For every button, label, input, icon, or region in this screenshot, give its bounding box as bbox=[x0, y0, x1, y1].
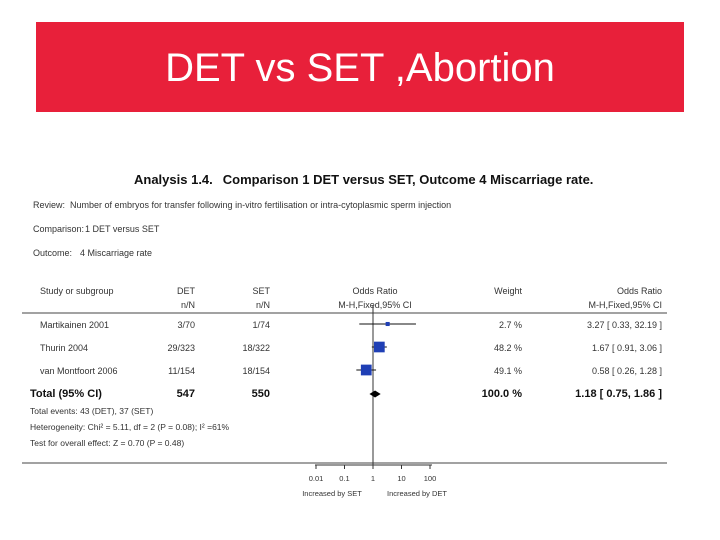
meta-outcome-value: 4 Miscarriage rate bbox=[80, 248, 153, 258]
total-name: Total (95% CI) bbox=[30, 388, 102, 400]
title-banner: DET vs SET ,Abortion bbox=[36, 22, 684, 112]
header-study: Study or subgroup bbox=[40, 286, 114, 296]
header-or-plot: Odds Ratio bbox=[352, 286, 398, 296]
header-det-sub: n/N bbox=[180, 300, 195, 310]
meta-review-key: Review: bbox=[33, 200, 66, 210]
analysis-number: Analysis 1.4. bbox=[134, 172, 213, 187]
meta-comparison-value: 1 DET versus SET bbox=[85, 224, 160, 234]
x-tick-label: 0.01 bbox=[309, 474, 324, 483]
meta-comparison-key: Comparison: bbox=[33, 224, 85, 234]
study-or: 3.27 [ 0.33, 32.19 ] bbox=[586, 320, 662, 330]
header-det: DET bbox=[177, 286, 195, 296]
study-point-estimate bbox=[360, 364, 372, 376]
header-set-sub: n/N bbox=[255, 300, 270, 310]
total-det: 547 bbox=[176, 388, 195, 400]
study-det: 11/154 bbox=[168, 366, 195, 376]
study-det: 3/70 bbox=[177, 320, 195, 330]
meta-outcome-key: Outcome: bbox=[33, 248, 73, 258]
study-set: 18/322 bbox=[242, 343, 270, 353]
study-det: 29/323 bbox=[167, 343, 195, 353]
meta-review-value: Number of embryos for transfer following… bbox=[70, 200, 452, 210]
x-tick-label: 0.1 bbox=[339, 474, 349, 483]
study-or: 0.58 [ 0.26, 1.28 ] bbox=[591, 366, 662, 376]
study-name: van Montfoort 2006 bbox=[40, 366, 118, 376]
x-tick-label: 1 bbox=[371, 474, 375, 483]
total-weight: 100.0 % bbox=[481, 388, 522, 400]
header-weight: Weight bbox=[494, 286, 522, 296]
study-or: 1.67 [ 0.91, 3.06 ] bbox=[591, 343, 662, 353]
total-or: 1.18 [ 0.75, 1.86 ] bbox=[575, 388, 662, 400]
header-set: SET bbox=[252, 286, 270, 296]
study-weight: 49.1 % bbox=[493, 366, 522, 376]
study-weight: 2.7 % bbox=[498, 320, 522, 330]
study-set: 1/74 bbox=[252, 320, 270, 330]
total-events: Total events: 43 (DET), 37 (SET) bbox=[30, 406, 154, 416]
header-or-plot-sub: M-H,Fixed,95% CI bbox=[338, 300, 412, 310]
study-name: Thurin 2004 bbox=[40, 343, 89, 353]
total-set: 550 bbox=[251, 388, 270, 400]
analysis-title: Comparison 1 DET versus SET, Outcome 4 M… bbox=[222, 172, 594, 187]
study-set: 18/154 bbox=[242, 366, 270, 376]
study-point-estimate bbox=[385, 321, 390, 327]
study-name: Martikainen 2001 bbox=[40, 320, 110, 330]
right-direction-label: Increased by DET bbox=[387, 489, 447, 498]
study-weight: 48.2 % bbox=[493, 343, 522, 353]
overall-effect: Test for overall effect: Z = 0.70 (P = 0… bbox=[30, 438, 185, 448]
header-or-sub: M-H,Fixed,95% CI bbox=[588, 300, 662, 310]
heterogeneity: Heterogeneity: Chi² = 5.11, df = 2 (P = … bbox=[30, 422, 230, 432]
x-tick-label: 10 bbox=[397, 474, 405, 483]
analysis-heading: Analysis 1.4. Comparison 1 DET versus SET… bbox=[134, 172, 593, 187]
slide-title: DET vs SET ,Abortion bbox=[165, 46, 555, 90]
x-tick-label: 100 bbox=[424, 474, 437, 483]
study-point-estimate bbox=[374, 341, 385, 353]
header-or: Odds Ratio bbox=[616, 286, 662, 296]
left-direction-label: Increased by SET bbox=[302, 489, 362, 498]
total-diamond bbox=[369, 390, 381, 398]
